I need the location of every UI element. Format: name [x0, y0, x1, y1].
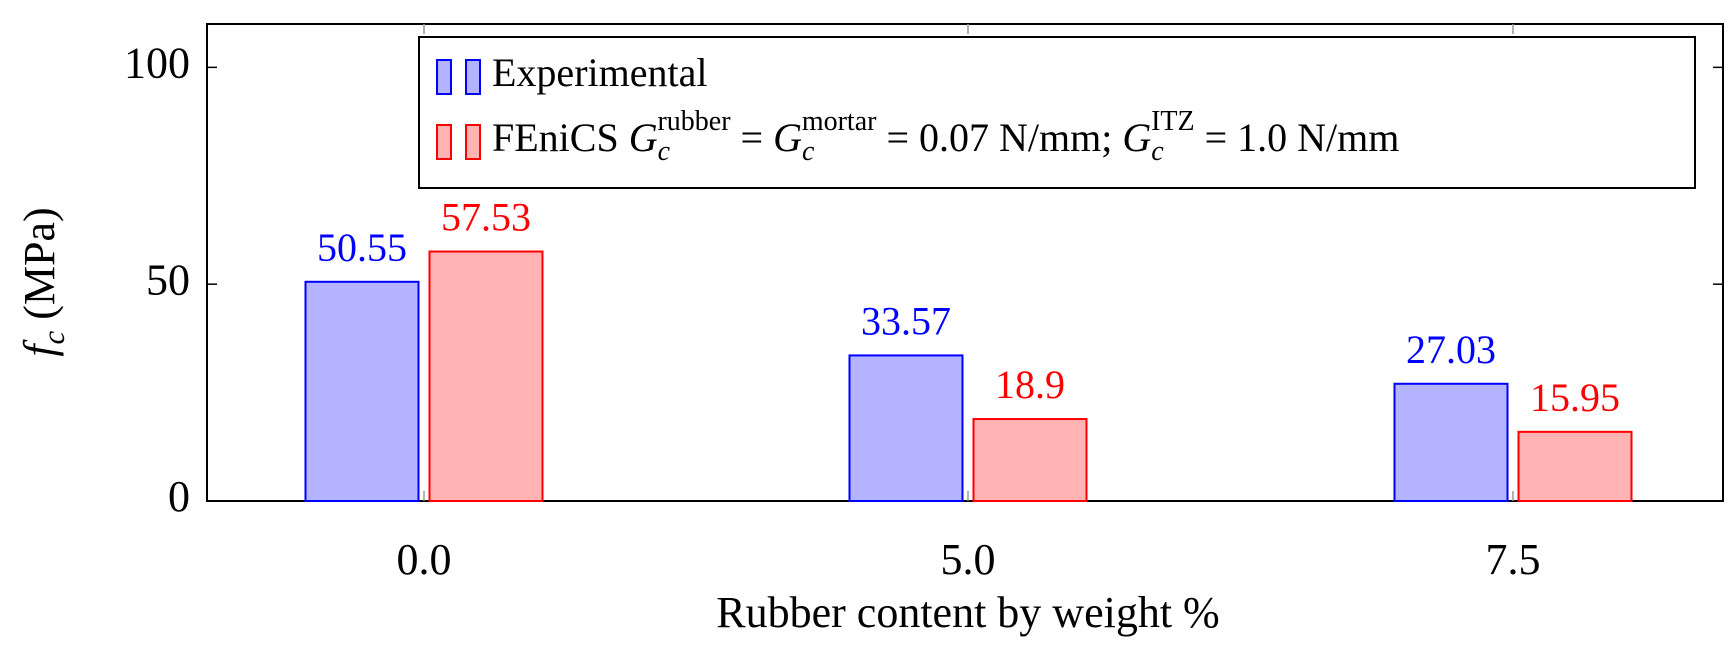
- x-tick-label: 7.5: [1486, 535, 1541, 584]
- bar: [1393, 382, 1509, 502]
- y-tick-label: 0: [168, 472, 190, 521]
- y-tick-label: 50: [146, 255, 190, 304]
- legend-marker: [436, 124, 452, 160]
- legend-marker: [465, 124, 481, 160]
- bar: [972, 418, 1088, 502]
- x-tick-label: 5.0: [941, 535, 996, 584]
- plot-frame: [206, 23, 1724, 502]
- bar: [428, 250, 544, 502]
- value-label: 27.03: [1406, 327, 1496, 372]
- value-label: 15.95: [1530, 375, 1620, 420]
- legend-label: Experimental: [492, 50, 707, 95]
- legend: Experimental FEniCS Gcrubber = Gcmortar =…: [418, 36, 1696, 189]
- value-label: 18.9: [995, 362, 1065, 407]
- y-tick-label: 100: [124, 38, 190, 87]
- legend-marker: [465, 59, 481, 95]
- x-tick-label: 0.0: [397, 535, 452, 584]
- bar: [1517, 430, 1633, 502]
- bar: [848, 354, 964, 503]
- y-axis-label: fc (MPa): [15, 207, 71, 356]
- legend-label: FEniCS Gcrubber = Gcmortar = 0.07 N/mm; …: [492, 106, 1399, 167]
- legend-box: [418, 36, 1696, 189]
- legend-marker: [436, 59, 452, 95]
- x-axis-label: Rubber content by weight %: [716, 588, 1219, 637]
- bar: [304, 280, 420, 502]
- value-label: 50.55: [317, 225, 407, 270]
- value-label: 33.57: [861, 299, 951, 344]
- value-label: 57.53: [441, 195, 531, 240]
